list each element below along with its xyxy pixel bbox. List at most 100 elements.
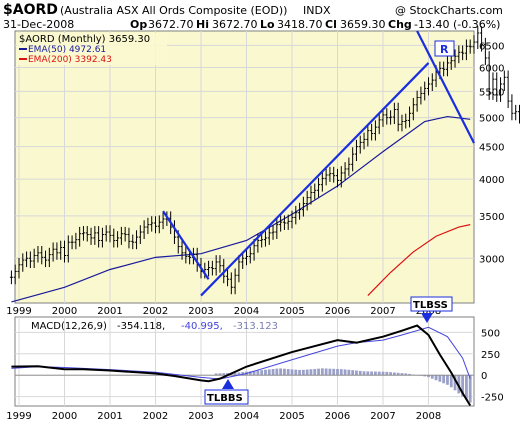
price-y-tick-label: 5500	[479, 87, 504, 98]
exchange: INDX	[303, 4, 331, 17]
macd-y-tick-label: -250	[481, 393, 504, 404]
macd-histogram-bar	[381, 371, 385, 376]
macd-histogram-bar	[283, 368, 286, 376]
price-legend: $AORD (Monthly) 3659.30 EMA(50) 4972.61 …	[17, 33, 167, 65]
tlbbs-box	[204, 389, 249, 405]
price-y-tick-label: 3500	[479, 212, 504, 223]
chg-value: -13.40 (-0.36%)	[414, 18, 500, 31]
macd-histogram-bar	[427, 375, 430, 378]
price-y-tick-label: 3000	[479, 254, 504, 265]
macd-histogram-bar	[423, 375, 427, 377]
x-tick-label: 2003	[188, 306, 213, 317]
macd-histogram-bar	[218, 373, 222, 376]
macd-histogram-bar	[408, 373, 411, 376]
trendline	[416, 30, 475, 144]
hi-label: Hi	[196, 18, 209, 31]
resistance-label: R	[434, 40, 455, 57]
macd-marks	[11, 324, 474, 407]
macd-histogram-bar	[275, 368, 279, 376]
legend-box	[17, 33, 167, 65]
tlbss-annotation: TLBSS	[410, 296, 453, 323]
tlbbs-arrow	[222, 379, 234, 389]
macd-histogram-bar	[347, 369, 351, 376]
x-tick-label: 2005	[279, 306, 304, 317]
macd-histogram-bar	[248, 371, 252, 376]
price-grid	[15, 31, 474, 303]
macd-histogram-bar	[336, 368, 339, 376]
macd-histogram-bar	[313, 368, 317, 376]
macd-histogram-bar	[430, 375, 434, 379]
macd-histogram-bar	[434, 375, 438, 381]
macd-histogram-bar	[351, 370, 355, 376]
x-tick-label: 2007	[370, 411, 395, 422]
price-y-tick-label: 6000	[479, 63, 504, 74]
index-name: (Australia ASX All Ords Composite (EOD))	[60, 4, 287, 17]
tlbbs-text: TLBBS	[207, 393, 243, 404]
macd-legend: MACD(12,26,9) -354.118, -40.995, -313.12…	[31, 321, 278, 332]
tlbss-box	[410, 296, 453, 312]
cl-label: Cl	[325, 18, 337, 31]
op-value: 3672.70	[148, 18, 194, 31]
trendline	[200, 62, 430, 297]
macd-histogram-bar	[355, 370, 358, 376]
price-y-tick-label: 4500	[479, 143, 504, 154]
macd-histogram-bar	[453, 375, 457, 391]
macd-histogram-bar	[332, 368, 336, 376]
macd-y-axis: 500 250 0 -250	[481, 328, 504, 403]
macd-histogram-bar	[252, 370, 256, 376]
price-y-axis: 3000 3500 4000 4500 5000 5500 6000 6500	[479, 41, 504, 265]
macd-histogram-bar	[214, 373, 218, 376]
macd-histogram-bar	[438, 375, 442, 382]
macd-histogram-bar	[286, 369, 290, 376]
x-tick-label: 2002	[143, 411, 168, 422]
macd-histogram-bar	[400, 373, 404, 376]
macd-histogram-bar	[241, 372, 245, 376]
macd-value-2: -40.995,	[181, 321, 223, 332]
ema200-line	[367, 224, 471, 296]
tlbss-arrow	[421, 313, 433, 323]
macd-histogram-bar	[233, 372, 237, 376]
x-tick-label: 2008	[416, 411, 441, 422]
macd-y-tick-label: 500	[481, 328, 500, 339]
legend-ema50: EMA(50) 4972.61	[28, 45, 106, 55]
macd-histogram-bar	[461, 375, 465, 397]
macd-histogram-bar	[294, 369, 298, 376]
trendline	[162, 210, 210, 280]
x-tick-label: 2003	[188, 411, 213, 422]
macd-histogram-bar	[377, 371, 381, 376]
macd-histogram-bar	[396, 372, 400, 376]
macd-histogram-bar	[370, 371, 374, 376]
macd-histogram-bar	[279, 368, 283, 376]
macd-histogram-bar	[392, 372, 396, 376]
macd-histogram-bar	[320, 368, 324, 376]
macd-histogram-bar	[260, 370, 264, 376]
lo-value: 3418.70	[277, 18, 323, 31]
x-tick-label: 2006	[325, 411, 350, 422]
price-y-tick-label: 6500	[479, 41, 504, 52]
macd-histogram-bar	[362, 371, 366, 376]
tlbss-text: TLBSS	[413, 300, 448, 311]
macd-histogram-bar	[366, 371, 370, 376]
macd-histogram-bar	[237, 372, 241, 376]
macd-label: MACD(12,26,9)	[31, 321, 107, 332]
price-y-tick-label: 5000	[479, 114, 504, 125]
symbol: $AORD	[3, 2, 58, 18]
macd-histogram-bar	[343, 369, 347, 376]
macd-histogram-bar	[358, 370, 362, 376]
macd-histogram-bar	[267, 369, 271, 376]
x-tick-label: 2000	[52, 411, 77, 422]
r-box	[434, 40, 455, 57]
x-tick-label: 2004	[234, 411, 259, 422]
macd-histogram-bar	[298, 369, 301, 376]
x-tick-label: 2007	[370, 306, 395, 317]
legend-price: $AORD (Monthly) 3659.30	[19, 34, 150, 45]
credit: @ StockCharts.com	[395, 4, 503, 17]
price-y-tick-label: 4000	[479, 175, 504, 186]
hi-value: 3672.70	[212, 18, 258, 31]
macd-line	[11, 324, 472, 407]
tlbbs-annotation: TLBBS	[204, 379, 249, 405]
macd-histogram-bar	[442, 375, 446, 384]
macd-histogram-bar	[264, 369, 267, 376]
macd-histogram-bar	[324, 368, 328, 376]
